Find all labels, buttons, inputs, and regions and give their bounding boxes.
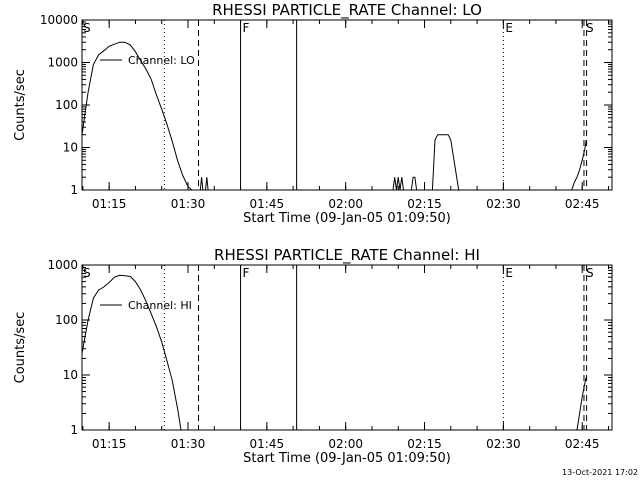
x-tick-label: 02:15 <box>407 437 442 451</box>
marker-label: E <box>505 266 513 280</box>
marker-label: S <box>586 266 594 280</box>
x-axis-label: Start Time (09-Jan-05 01:09:50) <box>243 451 451 466</box>
plot-frame <box>81 19 613 191</box>
y-tick-label: 100 <box>55 313 78 327</box>
y-axis-label: Counts/sec <box>13 69 28 141</box>
y-tick-label: 1000 <box>47 56 78 70</box>
series-line <box>81 41 587 191</box>
marker-label: F <box>243 266 250 280</box>
x-tick-label: 02:00 <box>328 197 363 211</box>
legend-label: Channel: HI <box>128 299 192 312</box>
marker-label: S <box>83 266 91 280</box>
x-tick-label: 01:45 <box>250 197 285 211</box>
x-tick-label: 02:15 <box>407 197 442 211</box>
x-axis-label: Start Time (09-Jan-05 01:09:50) <box>243 211 451 226</box>
y-tick-label: 10 <box>63 141 78 155</box>
x-tick-label: 02:00 <box>328 437 363 451</box>
chart-title: RHESSI PARTICLE_RATE Channel: HI <box>214 246 480 265</box>
marker-label: S <box>586 21 594 35</box>
y-tick-label: 1 <box>70 183 78 197</box>
y-tick-label: 100 <box>55 98 78 112</box>
x-tick-label: 02:30 <box>486 437 521 451</box>
y-axis-label: Counts/sec <box>13 312 28 384</box>
plot-frame <box>81 264 613 431</box>
y-tick-label: 1000 <box>47 258 78 272</box>
x-tick-label: 01:30 <box>171 197 206 211</box>
marker-label: S <box>83 21 91 35</box>
marker-label: F <box>243 21 250 35</box>
y-tick-label: 10 <box>63 368 78 382</box>
x-tick-label: 01:30 <box>171 437 206 451</box>
series-line <box>81 274 587 431</box>
legend-label: Channel: LO <box>128 54 195 67</box>
footer-timestamp: 13-Oct-2021 17:02 <box>562 468 638 477</box>
chart-title: RHESSI PARTICLE_RATE Channel: LO <box>212 1 482 20</box>
x-tick-label: 02:45 <box>565 197 600 211</box>
x-tick-label: 01:15 <box>92 197 127 211</box>
chart-panel-2: RHESSI PARTICLE_RATE Channel: HI 01:15 01:… <box>13 246 613 466</box>
marker-label: E <box>505 21 513 35</box>
x-tick-label: 01:45 <box>250 437 285 451</box>
y-tick-label: 10000 <box>40 13 78 27</box>
chart-panel-1: RHESSI PARTICLE_RATE Channel: LO 01:15 01:… <box>13 1 613 226</box>
y-tick-label: 1 <box>70 423 78 437</box>
x-tick-label: 01:15 <box>92 437 127 451</box>
x-tick-label: 02:30 <box>486 197 521 211</box>
x-tick-label: 02:45 <box>565 437 600 451</box>
